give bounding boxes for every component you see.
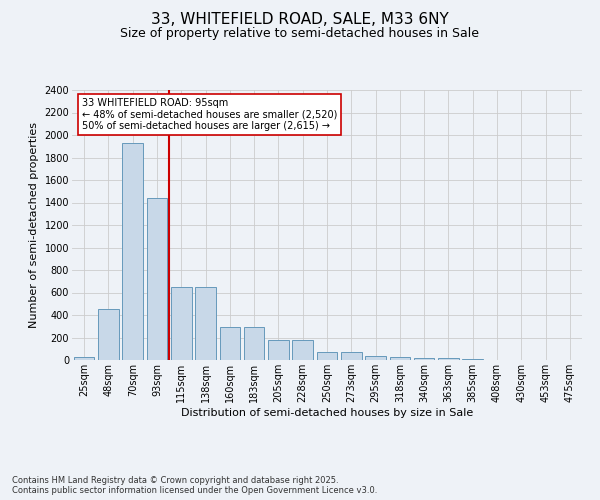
Text: Contains HM Land Registry data © Crown copyright and database right 2025.
Contai: Contains HM Land Registry data © Crown c…	[12, 476, 377, 495]
Bar	[268, 340, 289, 360]
Bar	[122, 143, 143, 360]
Bar	[365, 356, 386, 360]
Text: 33, WHITEFIELD ROAD, SALE, M33 6NY: 33, WHITEFIELD ROAD, SALE, M33 6NY	[151, 12, 449, 28]
Bar	[146, 198, 167, 360]
Bar	[244, 328, 265, 360]
Bar	[220, 328, 240, 360]
Bar	[414, 358, 434, 360]
Bar	[74, 356, 94, 360]
Bar	[341, 352, 362, 360]
Text: Size of property relative to semi-detached houses in Sale: Size of property relative to semi-detach…	[121, 28, 479, 40]
Bar	[389, 356, 410, 360]
Text: 33 WHITEFIELD ROAD: 95sqm
← 48% of semi-detached houses are smaller (2,520)
50% : 33 WHITEFIELD ROAD: 95sqm ← 48% of semi-…	[82, 98, 338, 132]
Bar	[317, 352, 337, 360]
Bar	[438, 358, 459, 360]
Bar	[98, 310, 119, 360]
Bar	[195, 287, 216, 360]
X-axis label: Distribution of semi-detached houses by size in Sale: Distribution of semi-detached houses by …	[181, 408, 473, 418]
Bar	[171, 287, 191, 360]
Bar	[292, 340, 313, 360]
Y-axis label: Number of semi-detached properties: Number of semi-detached properties	[29, 122, 39, 328]
